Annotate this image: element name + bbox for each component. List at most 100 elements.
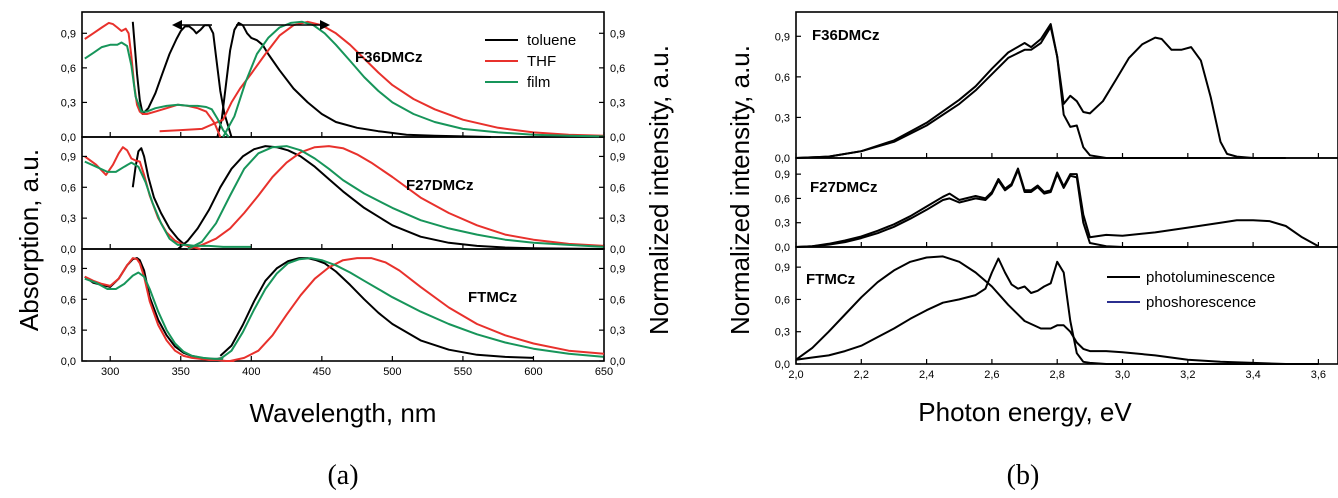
b-ytick-label-ftmcz: 0,6	[775, 294, 790, 306]
a-series-f36dmcz-film-absorption	[84, 41, 230, 138]
b-xtick-label: 2,8	[1050, 369, 1065, 381]
a-ytick-label-f36dmcz: 0,6	[61, 63, 76, 75]
b-xtick-label: 3,2	[1180, 369, 1195, 381]
b-legend-label-phoshorescence: phoshorescence	[1146, 294, 1256, 311]
a-ytick-right-label-f27dmcz: 0,6	[610, 182, 625, 194]
a-series-f27dmcz-thf-emission	[187, 145, 605, 250]
a-ytick-label-ftmcz: 0,9	[61, 263, 76, 275]
a-series-f27dmcz-toluene-absorption	[131, 147, 196, 250]
b-panel-tag-f36dmcz: F36DMCz	[812, 27, 880, 44]
a-legend-label-thf: THF	[527, 53, 556, 70]
a-ytick-label-f27dmcz: 0,3	[61, 213, 76, 225]
a-series-f36dmcz-film-emission	[222, 20, 605, 138]
chart-b-panel-tags: F36DMCz F27DMCz FTMCz	[806, 27, 880, 288]
a-series-f27dmcz-toluene-emission	[177, 145, 605, 250]
arrow-left-head	[172, 20, 182, 30]
a-legend-label-film: film	[527, 74, 550, 91]
a-ytick-right-label-ftmcz: 0,6	[610, 294, 625, 306]
b-panel-frame-ftmcz	[795, 246, 1338, 365]
a-ytick-right-label-f36dmcz: 0,6	[610, 63, 625, 75]
chart-b-ticks: 0,0 0,3 0,6 0,9 0,0 0,3 0,6 0,9 0,0 0,3 0,6 0,9 2,0 2…	[775, 31, 1326, 381]
a-ytick-right-label-f36dmcz: 0,0	[610, 132, 625, 144]
chart-a-arrows	[172, 20, 330, 30]
a-xtick-label: 600	[524, 366, 542, 378]
a-series-ftmcz-thf-absorption	[84, 257, 235, 362]
a-xtick-label: 550	[454, 366, 472, 378]
a-panel-tag-f36dmcz: F36DMCz	[355, 49, 423, 66]
a-series-ftmcz-toluene-absorption	[84, 257, 224, 360]
a-ytick-label-ftmcz: 0,6	[61, 294, 76, 306]
chart-a-ylabel-right: Normalized intensity, a.u.	[644, 45, 674, 335]
b-ytick-label-f27dmcz: 0,9	[775, 169, 790, 181]
a-ytick-label-f36dmcz: 0,0	[61, 132, 76, 144]
a-ytick-right-label-ftmcz: 0,0	[610, 356, 625, 368]
figure-label-a: (a)	[327, 460, 358, 491]
b-series-f36dmcz-photoluminescence	[795, 25, 1286, 159]
chart-a-panel-tags: F36DMCz F27DMCz FTMCz	[355, 49, 517, 306]
a-panel-tag-f27dmcz: F27DMCz	[406, 177, 474, 194]
a-panel-frame-f36dmcz	[81, 11, 605, 138]
b-ytick-label-f27dmcz: 0,0	[775, 242, 790, 254]
b-xtick-label: 2,6	[984, 369, 999, 381]
a-ytick-right-label-f36dmcz: 0,9	[610, 28, 625, 40]
a-ytick-label-f27dmcz: 0,6	[61, 182, 76, 194]
a-series-f27dmcz-thf-absorption	[84, 146, 201, 250]
a-xtick-label: 400	[242, 366, 260, 378]
b-ytick-label-f36dmcz: 0,9	[775, 31, 790, 43]
chart-b-ylabel: Normalized intensity, a.u.	[725, 45, 755, 335]
chart-a: 0,0 0,0 0,3 0,3 0,6 0,6 0,9 0,9 0,0 0,0 0,3 0,3 0,6 0…	[14, 11, 674, 491]
a-ytick-right-label-f27dmcz: 0,9	[610, 151, 625, 163]
a-ytick-right-label-f27dmcz: 0,3	[610, 213, 625, 225]
a-ytick-label-f27dmcz: 0,9	[61, 151, 76, 163]
a-panel-frame-ftmcz	[81, 248, 605, 362]
b-xtick-label: 2,2	[854, 369, 869, 381]
b-ytick-label-f36dmcz: 0,0	[775, 153, 790, 165]
chart-b: 0,0 0,3 0,6 0,9 0,0 0,3 0,6 0,9 0,0 0,3 0,6 0,9 2,0 2…	[725, 11, 1338, 491]
b-series-ftmcz-photoluminescence	[795, 255, 1319, 365]
a-series-f36dmcz-toluene-absorption	[131, 21, 233, 138]
a-xtick-label: 500	[383, 366, 401, 378]
a-panel-tag-ftmcz: FTMCz	[468, 289, 517, 306]
b-ytick-label-ftmcz: 0,9	[775, 262, 790, 274]
b-xtick-label: 3,0	[1115, 369, 1130, 381]
b-series-f27dmcz-phoshorescence	[795, 169, 1188, 248]
a-panel-frame-f27dmcz	[81, 136, 605, 250]
chart-b-curves	[795, 23, 1319, 365]
b-ytick-label-f27dmcz: 0,3	[775, 218, 790, 230]
b-xtick-label: 2,4	[919, 369, 934, 381]
a-ytick-label-f27dmcz: 0,0	[61, 244, 76, 256]
a-xtick-label: 350	[172, 366, 190, 378]
b-ytick-label-f27dmcz: 0,6	[775, 193, 790, 205]
a-series-f36dmcz-thf-emission	[159, 20, 605, 137]
a-ytick-right-label-ftmcz: 0,3	[610, 325, 625, 337]
b-ytick-label-ftmcz: 0,0	[775, 359, 790, 371]
arrow-right-head	[320, 20, 330, 30]
b-ytick-label-ftmcz: 0,3	[775, 327, 790, 339]
a-ytick-right-label-ftmcz: 0,9	[610, 263, 625, 275]
a-series-f36dmcz-toluene-emission	[216, 21, 492, 138]
chart-a-ticks: 0,0 0,0 0,3 0,3 0,6 0,6 0,9 0,9 0,0 0,0 0,3 0,3 0,6 0…	[61, 28, 626, 378]
a-series-ftmcz-film-absorption	[84, 271, 224, 360]
b-series-ftmcz-phoshorescence	[795, 257, 1319, 365]
chart-a-curves	[84, 20, 605, 362]
figure-label-b: (b)	[1007, 460, 1040, 491]
a-xtick-label: 450	[313, 366, 331, 378]
chart-b-frames	[795, 11, 1338, 365]
b-xtick-label: 3,6	[1311, 369, 1326, 381]
chart-a-ylabel-left: Absorption, a.u.	[14, 149, 44, 331]
chart-a-grid-frames	[81, 11, 605, 362]
a-ytick-label-f36dmcz: 0,9	[61, 28, 76, 40]
b-series-f27dmcz-photoluminescence	[795, 167, 1319, 248]
chart-b-legend: photoluminescence phoshorescence	[1107, 269, 1275, 311]
a-legend-label-toluene: toluene	[527, 32, 576, 49]
b-xtick-label: 3,4	[1245, 369, 1260, 381]
a-series-f27dmcz-film-emission	[187, 145, 605, 250]
b-series-f36dmcz-phoshorescence	[795, 23, 1221, 159]
a-ytick-right-label-f36dmcz: 0,3	[610, 97, 625, 109]
chart-b-xlabel: Photon energy, eV	[918, 397, 1132, 427]
chart-a-legend: toluene THF film	[485, 32, 576, 91]
a-ytick-right-label-f27dmcz: 0,0	[610, 244, 625, 256]
a-series-ftmcz-film-emission	[219, 257, 605, 360]
a-series-ftmcz-thf-emission	[229, 257, 605, 362]
